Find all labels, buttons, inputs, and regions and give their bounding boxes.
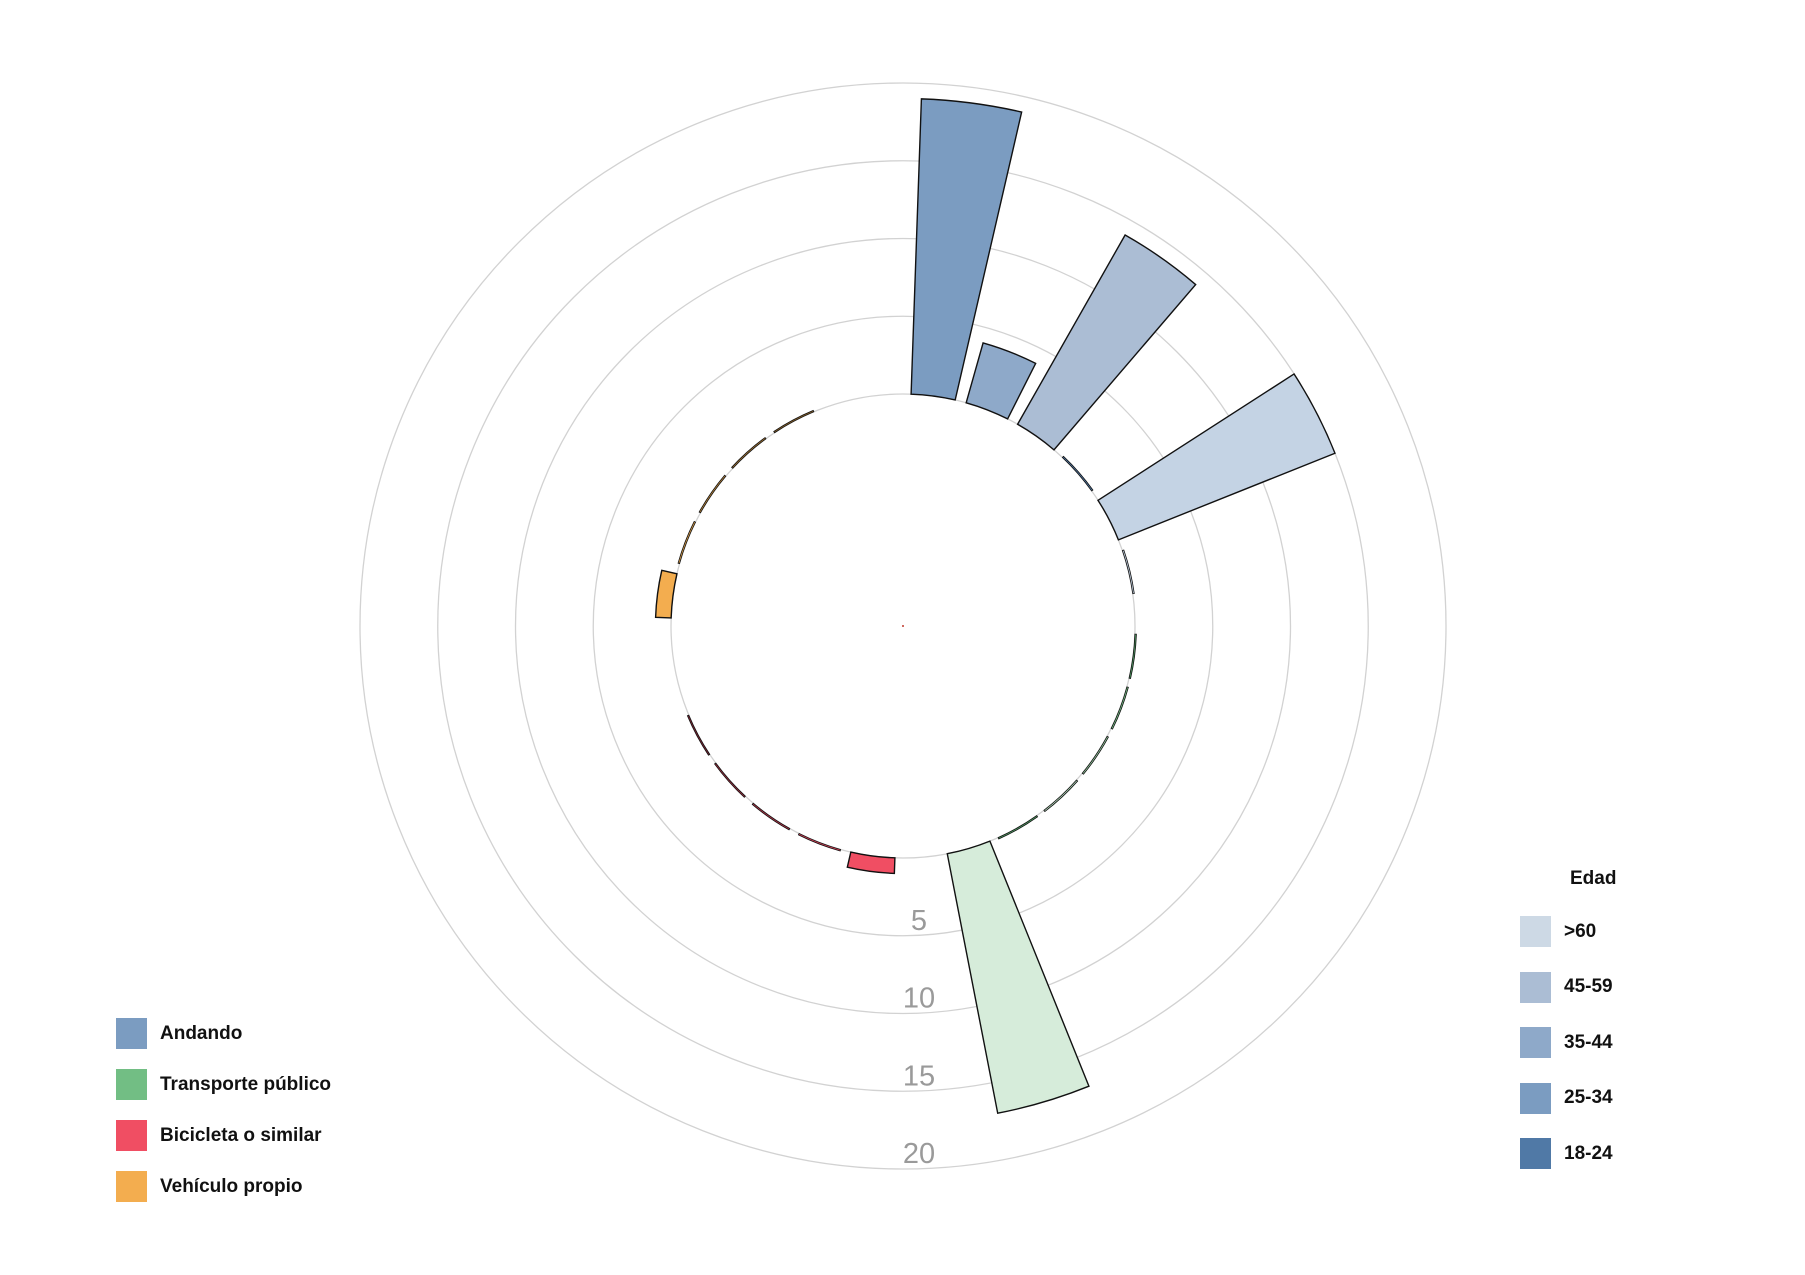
- legend-swatch-transporte-publico: [116, 1069, 147, 1100]
- legend-label-age-35-44: 35-44: [1564, 1031, 1613, 1053]
- bar-bicicleta-o-similar-3: [713, 762, 746, 798]
- legend-swatch-age-25-34: [1520, 1082, 1551, 1114]
- bars-group: [654, 98, 1336, 1115]
- legend-age: Edad >60 45-59 35-44 25-34 18-24: [1520, 868, 1616, 1182]
- legend-label-age-25-34: 25-34: [1564, 1087, 1613, 1109]
- legend-label-vehiculo-propio: Vehículo propio: [160, 1175, 303, 1197]
- bar-vehiculo-propio-2: [698, 474, 727, 514]
- bar-bicicleta-o-similar-2: [751, 802, 791, 831]
- bar-transporte-publico-0: [1128, 633, 1137, 680]
- legend-label-age-over-60: >60: [1564, 920, 1597, 942]
- legend-label-age-18-24: 18-24: [1564, 1142, 1613, 1164]
- bar-bicicleta-o-similar-1: [797, 832, 842, 852]
- bar-transporte-publico-3: [1043, 779, 1079, 813]
- legend-item-bicicleta: Bicicleta o similar: [116, 1110, 331, 1161]
- bar-andando-2: [1016, 234, 1197, 451]
- bar-andando-4: [1097, 373, 1336, 541]
- legend-swatch-bicicleta: [116, 1120, 147, 1151]
- grid-circle-15: [437, 160, 1369, 1092]
- bar-transporte-publico-1: [1110, 686, 1129, 730]
- legend-label-transporte-publico: Transporte público: [160, 1073, 332, 1095]
- tick-label-10: 10: [903, 983, 935, 1015]
- legend-item-age-over-60: >60: [1520, 904, 1616, 960]
- legend-swatch-vehiculo-propio: [116, 1171, 147, 1202]
- legend-item-andando: Andando: [116, 1008, 331, 1059]
- legend-title-edad: Edad: [1570, 868, 1617, 889]
- legend-label-andando: Andando: [160, 1022, 243, 1044]
- bar-andando-3: [1061, 455, 1094, 492]
- legend-swatch-age-35-44: [1520, 1027, 1551, 1059]
- center-dot: [902, 625, 904, 627]
- legend-item-vehiculo-propio: Vehículo propio: [116, 1161, 331, 1212]
- legend-swatch-age-over-60: [1520, 916, 1551, 948]
- bar-andando-0: [910, 98, 1023, 401]
- grid-circle-20: [359, 82, 1447, 1170]
- tick-label-15: 15: [903, 1060, 935, 1092]
- bar-vehiculo-propio-3: [731, 436, 767, 469]
- legend-swatch-andando: [116, 1018, 147, 1049]
- bar-bicicleta-o-similar-0: [846, 851, 896, 875]
- legend-item-age-25-34: 25-34: [1520, 1071, 1616, 1127]
- legend-item-transporte-publico: Transporte público: [116, 1059, 331, 1110]
- tick-label-20: 20: [903, 1138, 935, 1170]
- bar-vehiculo-propio-1: [677, 520, 697, 565]
- bar-transporte-publico-4: [997, 815, 1039, 840]
- bar-bicicleta-o-similar-4: [686, 714, 711, 756]
- legend-item-age-18-24: 18-24: [1520, 1126, 1616, 1182]
- legend-item-age-35-44: 35-44: [1520, 1015, 1616, 1071]
- bar-transporte-publico-5: [946, 840, 1090, 1115]
- bar-andando-5: [1121, 549, 1135, 595]
- radial-tick-labels: 5 10 15 20: [903, 905, 935, 1170]
- grid-circle-5: [592, 315, 1214, 937]
- legend-label-age-45-59: 45-59: [1564, 976, 1613, 998]
- grid-circle-0: [670, 393, 1136, 859]
- bar-vehiculo-propio-4: [773, 409, 815, 434]
- legend-swatch-age-45-59: [1520, 971, 1551, 1003]
- bar-transporte-publico-2: [1081, 735, 1109, 775]
- grid-circles: [359, 82, 1447, 1170]
- legend-mode: Andando Transporte público Bicicleta o s…: [116, 1008, 331, 1212]
- legend-item-age-45-59: 45-59: [1520, 960, 1616, 1016]
- bar-andando-1: [965, 342, 1037, 420]
- grid-circle-10: [514, 237, 1292, 1015]
- legend-label-bicicleta: Bicicleta o similar: [160, 1124, 322, 1146]
- legend-swatch-age-18-24: [1520, 1138, 1551, 1170]
- tick-label-5: 5: [911, 905, 927, 937]
- bar-vehiculo-propio-0: [654, 569, 678, 619]
